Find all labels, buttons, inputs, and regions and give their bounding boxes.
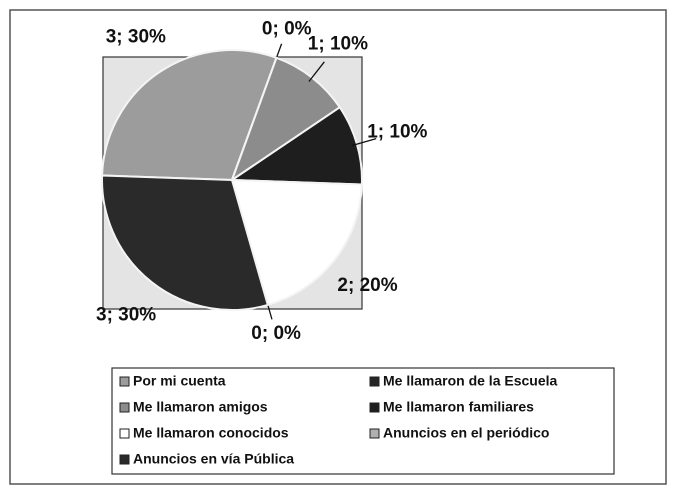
data-label: 1; 10% xyxy=(308,33,368,54)
pie-slice xyxy=(101,174,270,311)
legend-label: Me llamaron conocidos xyxy=(133,425,289,441)
data-label: 1; 10% xyxy=(367,122,427,143)
pie-slice xyxy=(230,178,363,307)
pie-slice xyxy=(101,49,278,182)
legend-swatch xyxy=(369,402,380,413)
legend-label: Por mi cuenta xyxy=(133,373,226,389)
data-label: 2; 20% xyxy=(337,275,397,296)
legend-swatch xyxy=(119,454,130,465)
legend-label: Me llamaron de la Escuela xyxy=(383,373,558,389)
legend-label: Anuncios en el periódico xyxy=(383,425,549,441)
legend-swatch xyxy=(119,428,130,439)
data-label: 3; 30% xyxy=(106,26,166,47)
legend-label: Anuncios en vía Pública xyxy=(133,451,294,467)
data-label: 3; 30% xyxy=(96,305,156,326)
legend-label: Me llamaron amigos xyxy=(133,399,268,415)
legend-swatch xyxy=(369,428,380,439)
legend-label: Me llamaron familiares xyxy=(383,399,534,415)
legend-box xyxy=(111,367,615,475)
leader-line xyxy=(308,61,325,82)
legend-swatch xyxy=(119,376,130,387)
data-label: 0; 0% xyxy=(262,19,312,40)
legend-swatch xyxy=(119,402,130,413)
legend-swatch xyxy=(369,376,380,387)
leader-line xyxy=(351,138,377,147)
data-label: 0; 0% xyxy=(251,323,301,344)
